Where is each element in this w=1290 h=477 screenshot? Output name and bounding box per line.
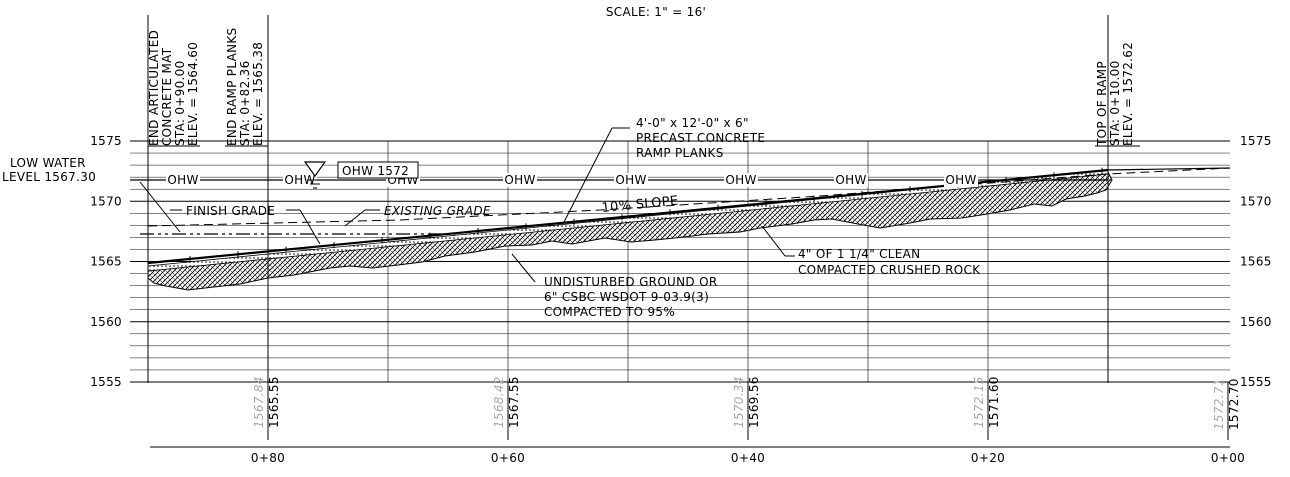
- end-ramp-planks-callout: END RAMP PLANKS STA: 0+82.36 ELEV. = 156…: [225, 28, 265, 146]
- ohw-line-label: OHW: [945, 173, 976, 187]
- end-articulated-line-2: CONCRETE MAT: [160, 47, 174, 146]
- ohw-line-label: OHW: [615, 173, 646, 187]
- ohw-label-bg: [944, 173, 978, 187]
- elevation-label-left: 1555: [90, 375, 122, 389]
- end-articulated-line-1: END ARTICULATED: [147, 30, 161, 146]
- elevation-label-right: 1575: [1240, 134, 1272, 148]
- ohw-line-label: OHW: [167, 173, 198, 187]
- low-water-callout: LOW WATER LEVEL 1567.30: [2, 156, 181, 233]
- elevation-label-left: 1560: [90, 315, 122, 329]
- elevation-label-left: 1575: [90, 134, 122, 148]
- undisturbed-callout: UNDISTURBED GROUND OR 6" CSBC WSDOT 9-03…: [511, 253, 717, 319]
- existing-grade-callout: EXISTING GRADE: [344, 204, 491, 227]
- planks-line-2: PRECAST CONCRETE: [636, 131, 765, 145]
- low-water-line-1: LOW WATER: [10, 156, 86, 170]
- ohw-line-label: OHW: [504, 173, 535, 187]
- ohw-tag-text: OHW 1572: [342, 164, 409, 178]
- proposed-elevation-label: 1572.70: [1227, 378, 1241, 430]
- existing-grade-label: EXISTING GRADE: [384, 204, 491, 218]
- proposed-elevation-label: 1565.55: [267, 376, 281, 428]
- existing-elevation-label: 1567.84: [252, 376, 266, 428]
- proposed-elevation-label: 1569.56: [747, 376, 761, 428]
- station-label: 0+00: [1211, 451, 1245, 465]
- elevation-label-right: 1560: [1240, 315, 1272, 329]
- finish-grade-label: FINISH GRADE: [186, 204, 275, 218]
- top-of-ramp-line-2: STA: 0+10.00: [1108, 60, 1122, 146]
- end-articulated-callout: END ARTICULATED CONCRETE MAT STA: 0+90.0…: [147, 30, 200, 146]
- ohw-label-bg: [283, 173, 317, 187]
- planks-callout: 4'-0" x 12'-0" x 6" PRECAST CONCRETE RAM…: [562, 116, 765, 225]
- existing-elevation-label: 1568.42: [492, 376, 506, 428]
- ohw-line-label: OHW: [835, 173, 866, 187]
- elevation-label-left: 1570: [90, 194, 122, 208]
- crushed-rock-line-2: COMPACTED CRUSHED ROCK: [798, 263, 981, 277]
- proposed-elevation-label: 1571.60: [987, 376, 1001, 428]
- finish-grade-callout: FINISH GRADE: [170, 204, 321, 245]
- end-ramp-planks-line-2: STA: 0+82.36: [238, 60, 252, 146]
- station-label: 0+80: [251, 451, 285, 465]
- top-of-ramp-line-3: ELEV. = 1572.62: [1121, 42, 1135, 146]
- existing-elevation-label: 1572.71: [1212, 378, 1226, 430]
- end-articulated-line-4: ELEV. = 1564.60: [186, 42, 200, 146]
- end-ramp-planks-line-1: END RAMP PLANKS: [225, 28, 239, 146]
- proposed-elevation-label: 1567.55: [507, 376, 521, 428]
- ohw-label-bg: [614, 173, 648, 187]
- ohw-line-label: OHW: [725, 173, 756, 187]
- top-of-ramp-callout: TOP OF RAMP STA: 0+10.00 ELEV. = 1572.62: [1095, 42, 1135, 147]
- end-ramp-planks-line-3: ELEV. = 1565.38: [251, 42, 265, 146]
- ohw-tag: OHW 1572: [303, 161, 419, 189]
- elevation-label-right: 1570: [1240, 194, 1272, 208]
- undisturbed-line-2: 6" CSBC WSDOT 9-03.9(3): [544, 290, 709, 304]
- axes: 1575 1570 1565 1560 1555 1575 1570 1565 1560 1555…: [90, 134, 1272, 465]
- top-grade-extension: [1107, 167, 1231, 171]
- station-label: 0+20: [971, 451, 1005, 465]
- top-of-ramp-line-1: TOP OF RAMP: [1095, 61, 1109, 147]
- undisturbed-line-3: COMPACTED TO 95%: [544, 305, 675, 319]
- ohw-label-bg: [166, 173, 200, 187]
- elevation-label-left: 1565: [90, 255, 122, 269]
- end-articulated-line-3: STA: 0+90.00: [173, 60, 187, 146]
- slope-label: 10% SLOPE: [601, 194, 679, 216]
- ohw-line-label: OHW: [284, 173, 315, 187]
- scale-note: SCALE: 1" = 16': [606, 5, 706, 19]
- crushed-rock-line-1: 4" OF 1 1/4" CLEAN: [798, 247, 920, 261]
- ohw-label-bg: [503, 173, 537, 187]
- planks-line-3: RAMP PLANKS: [636, 146, 724, 160]
- elevation-label-right: 1565: [1240, 255, 1272, 269]
- existing-elevation-label: 1570.34: [732, 376, 746, 428]
- existing-elevation-label: 1572.15: [972, 376, 986, 428]
- low-water-line-2: LEVEL 1567.30: [2, 170, 96, 184]
- undisturbed-ground: [147, 171, 1113, 291]
- ohw-labels: OHW OHW OHW OHW OHW OHW OHW OHW: [166, 173, 978, 187]
- station-label: 0+60: [491, 451, 525, 465]
- water-level-triangle-icon: [303, 161, 327, 178]
- ohw-label-bg: [834, 173, 868, 187]
- station-label: 0+40: [731, 451, 765, 465]
- undisturbed-line-1: UNDISTURBED GROUND OR: [544, 275, 717, 289]
- elevation-label-right: 1555: [1240, 375, 1272, 389]
- planks-line-1: 4'-0" x 12'-0" x 6": [636, 116, 749, 130]
- ohw-label-bg: [724, 173, 758, 187]
- crushed-rock-callout: 4" OF 1 1/4" CLEAN COMPACTED CRUSHED ROC…: [761, 225, 981, 277]
- existing-grade-line: [147, 167, 1231, 227]
